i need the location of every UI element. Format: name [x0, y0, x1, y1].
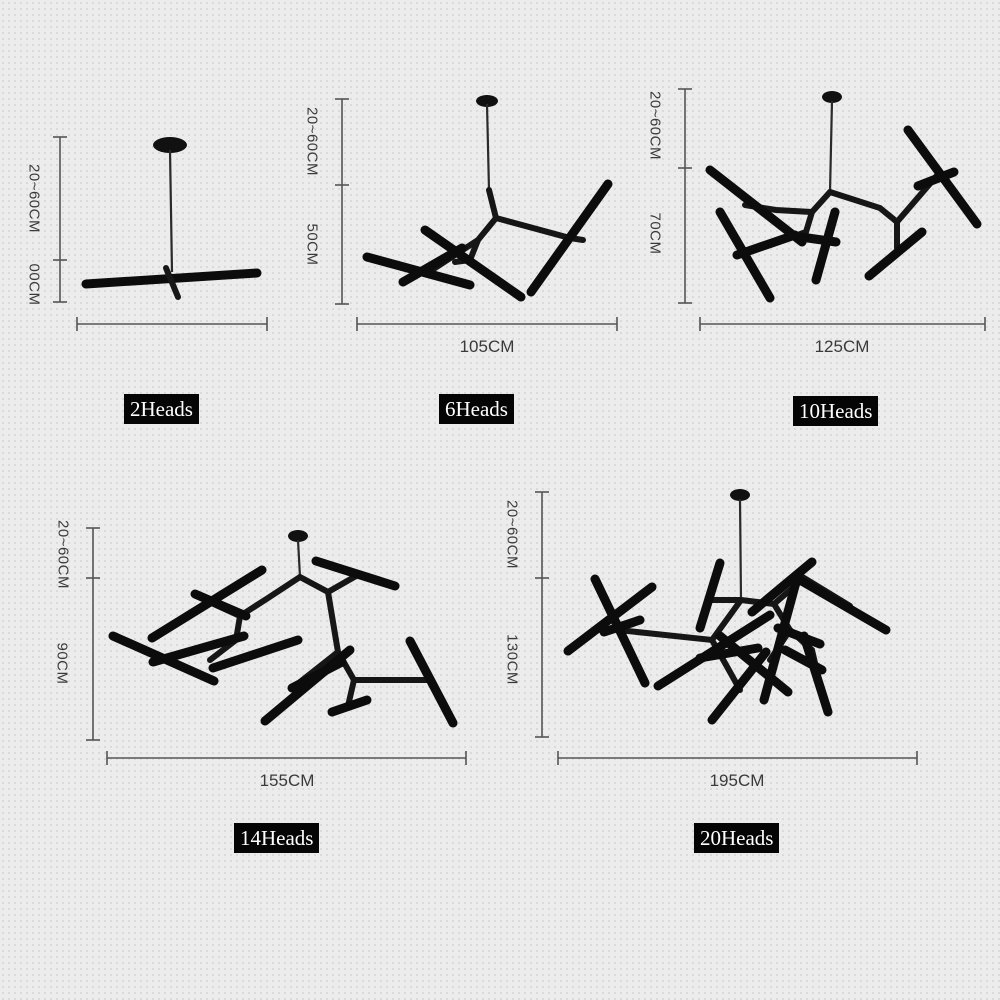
variant-panel-10-heads: 20~60CM 70CM 125CM 10Heads	[0, 0, 1000, 440]
heads-tag: 20Heads	[694, 823, 780, 853]
heads-tag: 14Heads	[234, 823, 320, 853]
chandelier-6-heads-icon	[335, 95, 618, 331]
chandelier-14-heads-icon	[86, 527, 467, 765]
cord-length-label: 20~60CM	[503, 500, 521, 569]
variant-panel-14-heads: 20~60CM 90CM 155CM 14Heads	[0, 0, 500, 900]
heads-tag: 10Heads	[793, 396, 879, 426]
chandelier-2-heads-icon	[53, 136, 268, 331]
variant-panel-6-heads: 20~60CM 50CM 105CM 6Heads	[0, 0, 660, 440]
width-label: 105CM	[459, 337, 515, 356]
chandelier-20-heads-icon	[535, 489, 918, 765]
heads-tag: 2Heads	[124, 394, 199, 424]
variant-panel-20-heads: 20~60CM 130CM 195CM 20Heads	[503, 489, 918, 853]
height-label: 130CM	[503, 634, 521, 685]
variant-panel-2-heads: 20~60CM 00CM 2Heads	[0, 0, 330, 440]
width-label: 155CM	[259, 771, 315, 790]
chandelier-10-heads-icon	[678, 88, 986, 331]
heads-tag: 6Heads	[439, 394, 514, 424]
width-label: 195CM	[709, 771, 765, 790]
width-label: 125CM	[814, 337, 870, 356]
